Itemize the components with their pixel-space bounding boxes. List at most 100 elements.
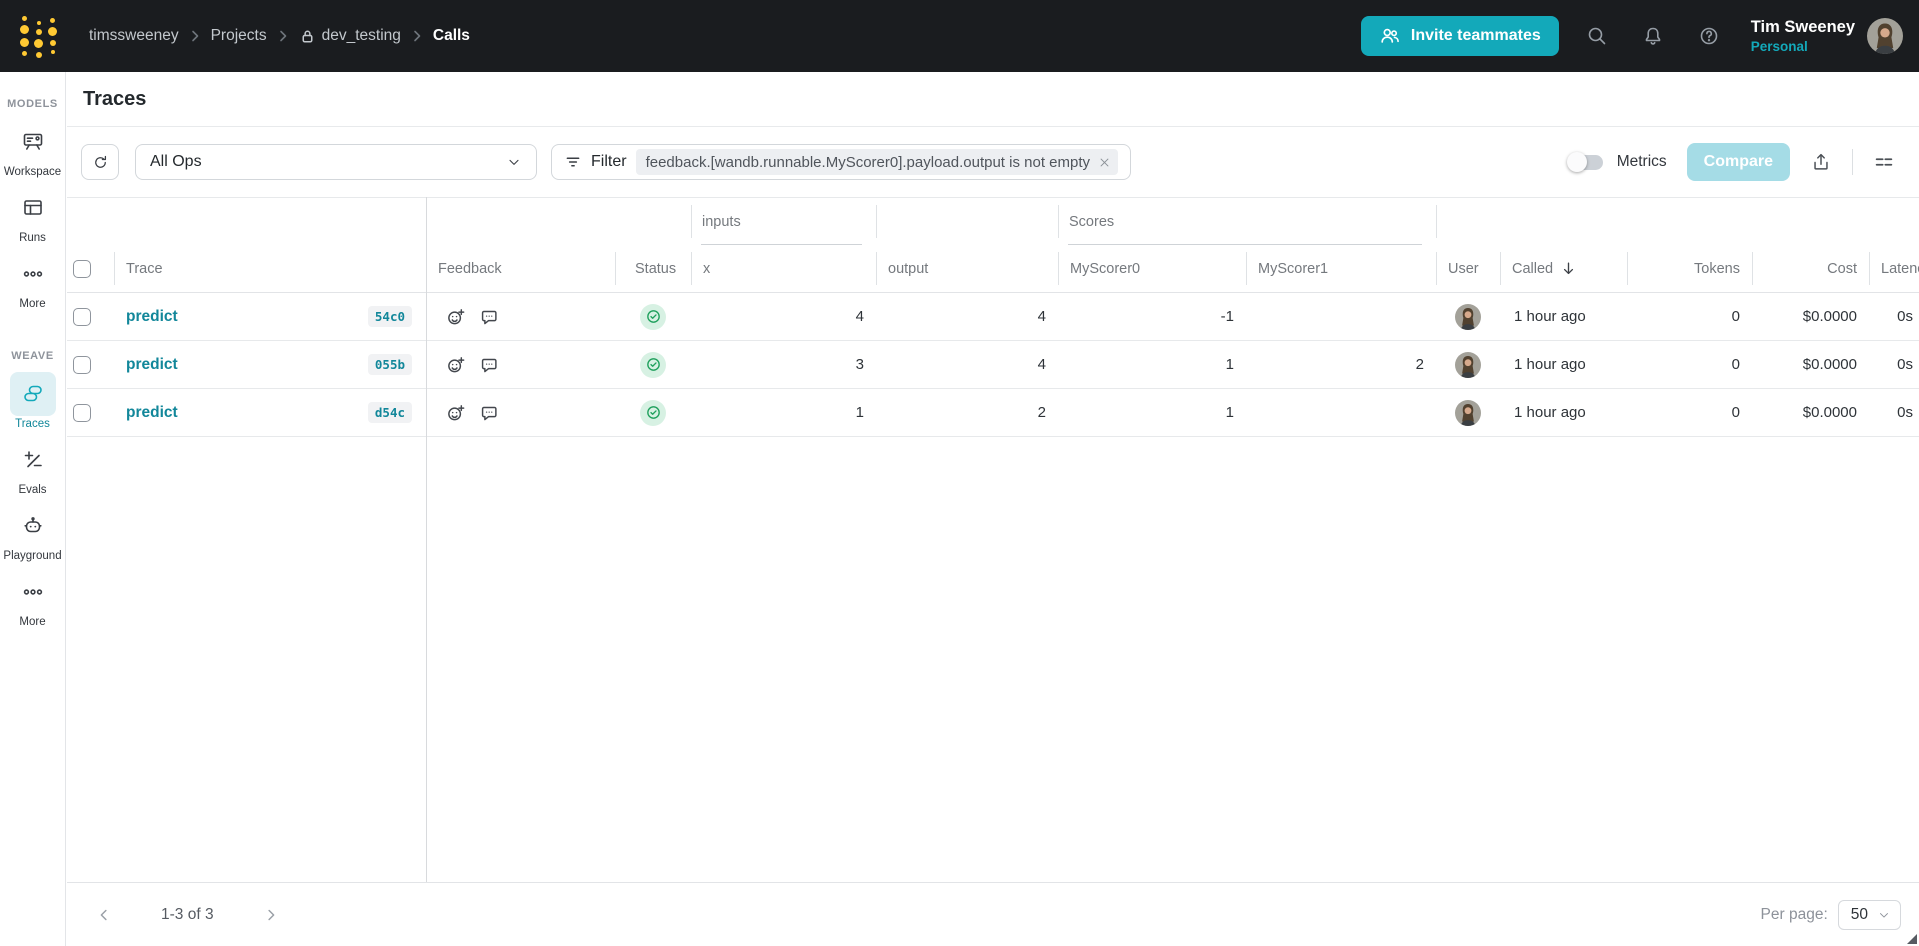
add-reaction-icon[interactable] — [444, 353, 468, 377]
column-header-tokens[interactable]: Tokens — [1627, 245, 1752, 292]
user-menu[interactable]: Tim Sweeney Personal — [1751, 18, 1855, 54]
breadcrumb-team[interactable]: timssweeney — [89, 27, 179, 44]
comment-icon[interactable] — [477, 353, 501, 377]
trace-id-badge[interactable]: d54c — [367, 402, 412, 423]
metrics-toggle[interactable] — [1566, 152, 1603, 172]
column-settings-icon[interactable] — [1867, 145, 1901, 179]
sidebar-item-traces[interactable]: Traces — [9, 372, 56, 430]
trace-id-badge[interactable]: 54c0 — [367, 306, 412, 327]
column-header-feedback[interactable]: Feedback — [438, 260, 502, 277]
filter-chip[interactable]: feedback.[wandb.runnable.MyScorer0].payl… — [635, 149, 1118, 175]
refresh-button[interactable] — [81, 144, 119, 180]
runs-icon — [10, 186, 56, 230]
search-icon[interactable] — [1569, 14, 1625, 58]
sidebar-item-weave-more[interactable]: More — [10, 570, 56, 628]
sidebar-item-workspace[interactable]: Workspace — [4, 120, 61, 178]
compare-button[interactable]: Compare — [1686, 143, 1790, 181]
sidebar-item-playground[interactable]: Playground — [3, 504, 62, 562]
breadcrumb-separator-icon — [412, 29, 422, 43]
cell-latency: 0s — [1897, 356, 1913, 373]
cell-tokens: 0 — [1731, 308, 1740, 325]
column-header-called[interactable]: Called — [1500, 245, 1627, 292]
chip-close-icon[interactable] — [1097, 155, 1112, 170]
cell-output: 4 — [1037, 356, 1046, 373]
status-success-icon — [640, 303, 666, 330]
status-success-icon — [640, 351, 666, 378]
column-header-output[interactable]: output — [876, 245, 1058, 292]
left-sidebar: MODELS Workspace Runs More WEAVE Traces … — [0, 72, 66, 946]
table-row[interactable]: predict d54c 1 2 1 1 hour ago — [67, 389, 1919, 437]
row-checkbox[interactable] — [73, 307, 91, 326]
cell-x: 4 — [855, 308, 864, 325]
resize-handle[interactable] — [1907, 934, 1917, 944]
op-selector[interactable]: All Ops — [135, 144, 537, 180]
toolbar: All Ops Filter feedback.[wandb.runnable.… — [67, 127, 1919, 197]
comment-icon[interactable] — [477, 401, 501, 425]
breadcrumb-separator-icon — [190, 29, 200, 43]
title-bar: Traces — [67, 72, 1919, 127]
traces-icon — [9, 372, 56, 416]
notifications-bell-icon[interactable] — [1625, 14, 1681, 58]
breadcrumb-projects[interactable]: Projects — [210, 27, 267, 44]
column-header-latency[interactable]: Latency — [1869, 245, 1919, 292]
column-header-status[interactable]: Status — [615, 245, 691, 292]
column-header-trace[interactable]: Trace — [114, 245, 426, 292]
row-checkbox[interactable] — [73, 403, 91, 422]
help-icon[interactable] — [1681, 14, 1737, 58]
column-header-myscorer0[interactable]: MyScorer0 — [1058, 245, 1246, 292]
pagination-range: 1-3 of 3 — [161, 905, 214, 923]
breadcrumb-calls: Calls — [432, 27, 470, 44]
row-checkbox[interactable] — [73, 355, 91, 374]
filter-icon — [564, 153, 582, 171]
wandb-logo-icon[interactable] — [20, 15, 57, 58]
sidebar-item-runs[interactable]: Runs — [10, 186, 56, 244]
export-icon[interactable] — [1804, 145, 1838, 179]
cell-x: 3 — [855, 356, 864, 373]
sidebar-item-evals[interactable]: Evals — [10, 438, 56, 496]
trace-link[interactable]: predict — [126, 307, 178, 325]
table-row[interactable]: predict 055b 3 4 1 2 1 hour ago — [67, 341, 1919, 389]
cell-myscorer1 — [1246, 389, 1436, 436]
table-row[interactable]: predict 54c0 4 4 -1 1 hour ago — [67, 293, 1919, 341]
page-title: Traces — [83, 87, 147, 110]
invite-teammates-button[interactable]: Invite teammates — [1360, 16, 1559, 56]
cell-output: 4 — [1037, 308, 1046, 325]
group-header-scores: Scores — [1058, 198, 1436, 245]
trace-panel-divider — [426, 197, 427, 882]
column-header-myscorer1[interactable]: MyScorer1 — [1246, 245, 1436, 292]
sidebar-item-models-more[interactable]: More — [10, 252, 56, 310]
cell-cost: $0.0000 — [1802, 356, 1857, 373]
column-header-cost[interactable]: Cost — [1752, 245, 1869, 292]
more-dots-icon — [10, 252, 56, 296]
add-reaction-icon[interactable] — [444, 401, 468, 425]
per-page-select[interactable]: 50 — [1837, 899, 1901, 930]
table-footer: 1-3 of 3 Per page: 50 — [67, 882, 1919, 946]
cell-myscorer0: 1 — [1225, 404, 1234, 421]
trace-link[interactable]: predict — [126, 403, 178, 421]
column-header-x[interactable]: x — [691, 245, 876, 292]
row-user-avatar — [1455, 303, 1481, 330]
trace-link[interactable]: predict — [126, 355, 178, 373]
evals-icon — [10, 438, 56, 482]
user-avatar[interactable] — [1867, 18, 1903, 54]
breadcrumb-project[interactable]: dev_testing — [299, 27, 401, 45]
people-icon — [1379, 25, 1401, 47]
comment-icon[interactable] — [477, 305, 501, 329]
status-success-icon — [640, 399, 666, 426]
trace-id-badge[interactable]: 055b — [367, 354, 412, 375]
navbar-right: Invite teammates Tim Sweeney Personal — [1360, 14, 1903, 58]
chevron-down-icon — [506, 154, 522, 170]
column-header-user[interactable]: User — [1436, 245, 1500, 292]
workspace-icon — [10, 120, 56, 164]
op-selector-value: All Ops — [150, 153, 202, 170]
breadcrumb-separator-icon — [278, 29, 288, 43]
select-all-checkbox[interactable] — [73, 259, 91, 278]
sort-desc-icon[interactable] — [1560, 260, 1577, 277]
prev-page-icon[interactable] — [95, 906, 113, 924]
user-plan: Personal — [1750, 38, 1808, 54]
more-dots-icon — [10, 570, 56, 614]
next-page-icon[interactable] — [262, 906, 280, 924]
filter-bar[interactable]: Filter feedback.[wandb.runnable.MyScorer… — [551, 144, 1131, 180]
lock-icon — [299, 28, 316, 45]
add-reaction-icon[interactable] — [444, 305, 468, 329]
